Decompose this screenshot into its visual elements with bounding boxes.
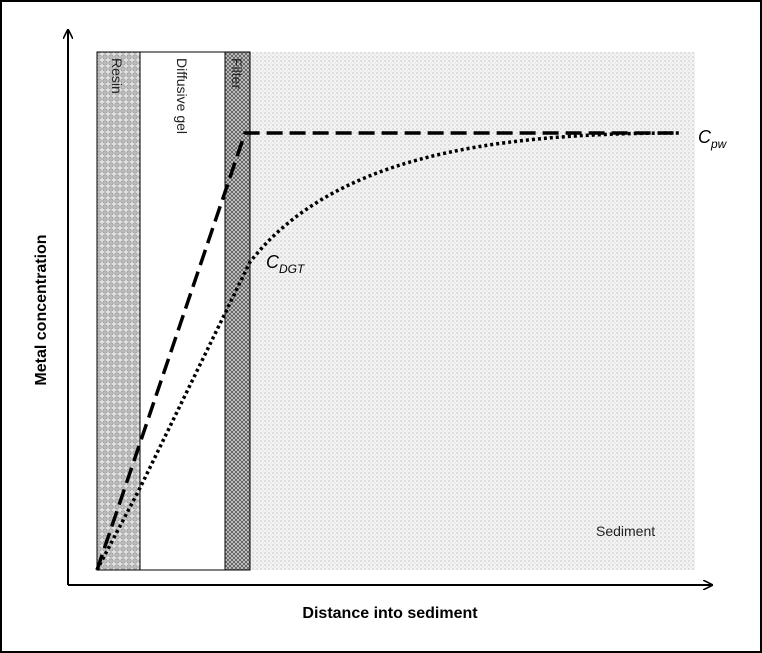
cpw-label: Cpw	[698, 127, 728, 151]
gel-label: Diffusive gel	[174, 58, 190, 134]
cpw-main: C	[698, 127, 712, 147]
filter-label: Filter	[229, 58, 245, 89]
y-axis-label: Metal concentration	[33, 234, 50, 385]
cpw-sub: pw	[710, 137, 728, 151]
filter-layer	[224, 51, 251, 571]
gel-layer	[139, 51, 226, 571]
sediment-label: Sediment	[596, 523, 655, 539]
cdgt-sub: DGT	[279, 262, 306, 276]
dgt-profile	[95, 131, 681, 571]
resin-layer	[96, 51, 141, 571]
porewater-profile	[95, 131, 680, 571]
cdgt-label: CDGT	[266, 252, 306, 276]
sediment-zone	[250, 52, 695, 570]
resin-label: Resin	[109, 58, 125, 94]
cdgt-main: C	[266, 252, 280, 272]
x-axis-label: Distance into sediment	[302, 605, 478, 622]
